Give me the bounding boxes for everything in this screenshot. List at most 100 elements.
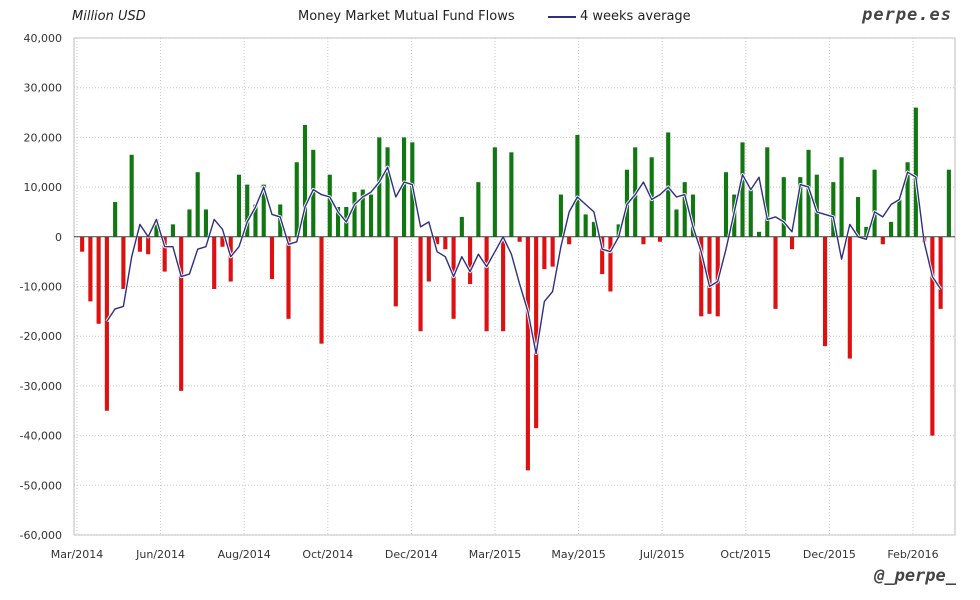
flow-bar [385, 147, 390, 237]
flow-bar [236, 174, 242, 237]
flow-bar [393, 236, 398, 307]
flow-bar [484, 236, 489, 332]
flow-bar [938, 236, 943, 309]
flow-bar [542, 236, 547, 270]
y-axis-unit-label: Million USD [72, 9, 146, 24]
legend: 4 weeks average [548, 9, 691, 24]
flow-bar [435, 236, 440, 245]
flow-bar [682, 182, 687, 237]
y-tick-label: -10,000 [20, 281, 62, 294]
x-tick-label: Aug/2014 [218, 548, 271, 561]
flow-bar [468, 236, 473, 285]
flow-bar [600, 236, 605, 275]
flow-bar [443, 236, 448, 250]
flow-bar [781, 177, 786, 237]
flow-bar [889, 221, 894, 237]
flow-bar [814, 174, 819, 237]
flow-bar [806, 149, 811, 237]
flow-bar [913, 107, 918, 237]
flow-bar [657, 236, 663, 242]
y-tick-label: 0 [55, 231, 62, 244]
flow-bar [699, 236, 704, 317]
flow-bar [641, 236, 646, 245]
y-tick-label: 10,000 [24, 181, 63, 194]
x-tick-label: Jul/2015 [639, 548, 685, 561]
flow-bar [179, 236, 184, 391]
flow-bar [748, 189, 753, 237]
flow-bar [707, 236, 712, 314]
flow-bar [327, 174, 332, 237]
flow-bar [96, 236, 101, 324]
chart-title: Money Market Mutual Fund Flows [298, 9, 515, 24]
legend-line-label: 4 weeks average [580, 9, 691, 24]
flow-bar [575, 134, 580, 237]
flow-bar [352, 192, 357, 237]
flow-bar [905, 162, 910, 237]
flow-bar [228, 236, 233, 282]
flow-bar [286, 236, 291, 319]
flow-bar [756, 231, 762, 237]
average-line-series [105, 165, 942, 356]
flow-bar [459, 216, 464, 237]
flow-bar [253, 204, 258, 237]
flow-bar [335, 206, 341, 237]
flow-bar [195, 172, 200, 237]
flow-bar [897, 199, 902, 237]
flow-bar [591, 221, 596, 237]
flow-bar [187, 209, 192, 237]
flow-bar [137, 236, 142, 252]
x-tick-label: Oct/2015 [720, 548, 771, 561]
x-tick-label: Mar/2015 [469, 548, 521, 561]
flow-bar [294, 162, 299, 237]
y-tick-label: -60,000 [20, 529, 62, 542]
flow-bar [212, 236, 217, 289]
flow-bar [517, 236, 522, 242]
flow-bar [567, 236, 572, 245]
y-tick-label: -40,000 [20, 430, 62, 443]
x-tick-label: Dec/2014 [385, 548, 438, 561]
y-tick-label: 30,000 [24, 82, 63, 95]
y-tick-label: 40,000 [24, 32, 63, 45]
flow-bar [269, 236, 275, 280]
legend-line-swatch [548, 15, 576, 18]
x-tick-label: Oct/2014 [302, 548, 353, 561]
y-tick-label: -50,000 [20, 479, 62, 492]
flow-bar [839, 157, 844, 237]
flow-bar [822, 236, 828, 347]
x-tick-label: Feb/2016 [887, 548, 938, 561]
x-tick-label: May/2015 [551, 548, 605, 561]
flow-bar [220, 236, 225, 247]
flow-bar [154, 219, 159, 237]
flow-bar [930, 236, 935, 436]
x-tick-label: Mar/2014 [51, 548, 103, 561]
flow-bar [789, 236, 795, 250]
flow-bar [946, 169, 951, 237]
flow-bar [121, 236, 126, 289]
flow-bar [319, 236, 324, 344]
flow-bar [113, 202, 118, 237]
flow-bar [864, 226, 869, 237]
flow-bar [476, 182, 481, 237]
flow-bar [129, 154, 134, 237]
flow-bar [245, 184, 250, 237]
flow-bar [80, 236, 85, 252]
flow-bar [608, 236, 613, 292]
flow-bar [368, 194, 374, 237]
flow-bar [509, 152, 514, 237]
flow-bar [847, 236, 852, 359]
flow-bar [261, 184, 266, 237]
flow-bar [492, 147, 497, 237]
flow-bar [426, 236, 431, 282]
flow-bar [723, 172, 729, 237]
flow-bar [401, 137, 407, 237]
flow-bar [534, 236, 539, 429]
flow-bar [666, 132, 671, 237]
flow-bar [740, 142, 745, 237]
grid [73, 37, 956, 536]
flow-bar [798, 177, 803, 237]
y-tick-label: -20,000 [20, 330, 62, 343]
y-tick-label: -30,000 [20, 380, 62, 393]
flow-bar [302, 124, 308, 237]
